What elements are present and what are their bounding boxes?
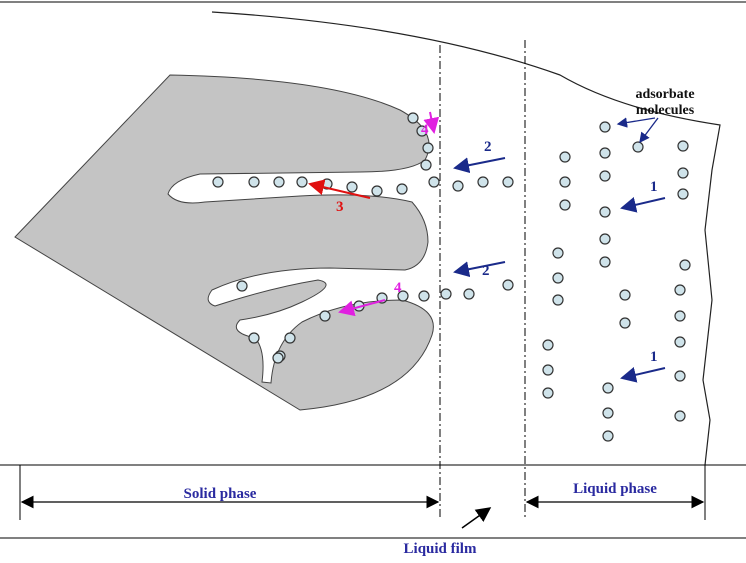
arrow-2 [455,158,505,168]
molecule [320,311,330,321]
molecule [297,177,307,187]
molecule [274,177,284,187]
molecule [675,371,685,381]
molecule [553,248,563,258]
solid-particle [15,75,433,410]
molecule [503,280,513,290]
molecule [213,177,223,187]
molecule [603,431,613,441]
label: adsorbate [635,87,694,102]
molecule [678,189,688,199]
molecule [620,318,630,328]
molecule [675,411,685,421]
molecule [560,152,570,162]
molecule [543,365,553,375]
molecule [421,160,431,170]
molecule [273,353,283,363]
arrow-2 [455,262,505,272]
molecule [603,408,613,418]
molecule [553,295,563,305]
molecule [678,141,688,151]
molecule [620,290,630,300]
step-label: 3 [336,199,344,215]
step-label: 2 [484,139,492,155]
molecule [429,177,439,187]
molecule [249,177,259,187]
region-label: Liquid film [404,541,477,557]
molecule [600,257,610,267]
molecule [600,207,610,217]
molecule [675,337,685,347]
arrow-1 [622,368,665,378]
molecule [600,148,610,158]
molecule [249,333,259,343]
molecule [675,285,685,295]
region-label: Liquid phase [573,481,657,497]
molecule [237,281,247,291]
molecule [560,200,570,210]
molecule [453,181,463,191]
step-label: 4 [421,122,429,138]
molecule [603,383,613,393]
molecule [553,273,563,283]
region-label: Solid phase [184,486,257,502]
molecule [503,177,513,187]
film-pointer [462,508,490,528]
step-label: 4 [394,280,402,296]
molecule [560,177,570,187]
pointer [618,118,655,124]
molecule [675,311,685,321]
molecule [600,234,610,244]
molecule [372,186,382,196]
step-label: 1 [650,349,658,365]
molecule [441,289,451,299]
molecule [543,340,553,350]
molecule [347,182,357,192]
molecule [478,177,488,187]
label: molecules [636,103,695,118]
molecule [419,291,429,301]
molecule [600,171,610,181]
molecule [633,142,643,152]
molecule [423,143,433,153]
pointer [640,118,658,142]
molecule [285,333,295,343]
molecule [397,184,407,194]
molecule [464,289,474,299]
molecule [408,113,418,123]
molecule [678,168,688,178]
arrow-1 [622,198,665,208]
step-label: 2 [482,263,490,279]
molecule [543,388,553,398]
arrow-4 [430,112,434,132]
diagram: adsorbate molecules 4 2 3 1 2 4 1 Solid … [0,0,746,563]
molecule [600,122,610,132]
step-label: 1 [650,179,658,195]
molecule [680,260,690,270]
